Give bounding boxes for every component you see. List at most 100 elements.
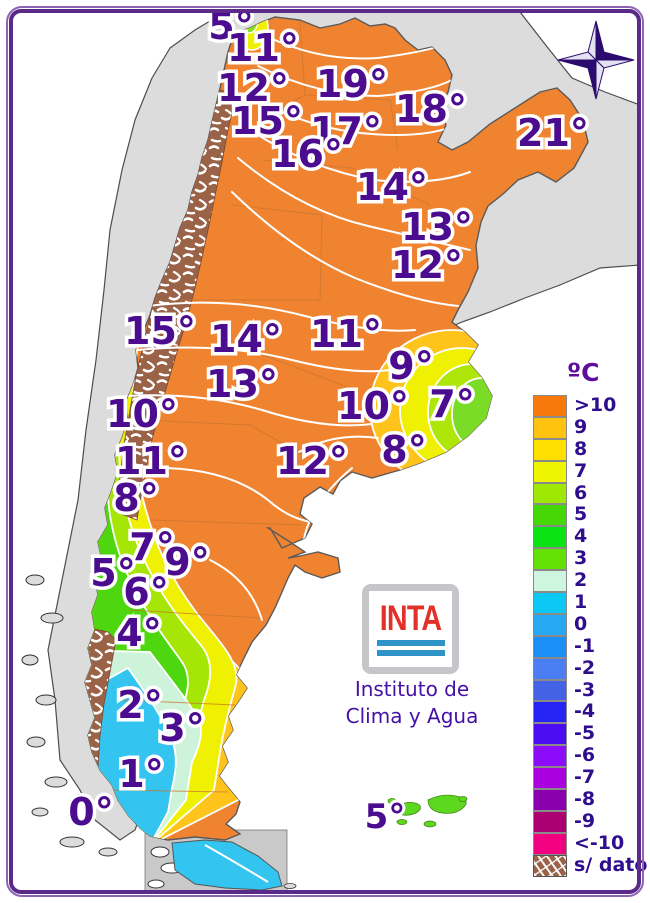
legend-swatch	[533, 810, 567, 833]
legend-row: 6	[533, 481, 647, 505]
caption-line-1: Instituto de	[354, 677, 470, 701]
temp-label: 12°	[276, 439, 348, 483]
legend-label: 4	[574, 525, 588, 548]
legend-label: >10	[574, 394, 617, 416]
legend-swatch	[533, 504, 567, 527]
caption-line-2: Clima y Agua	[345, 704, 479, 728]
temp-label: 2°	[117, 683, 162, 727]
legend-row: -4	[533, 700, 647, 724]
legend-label: -3	[574, 678, 596, 701]
legend-swatch	[533, 395, 567, 417]
temp-label: 5°	[90, 551, 135, 595]
legend-swatch	[533, 548, 567, 571]
legend-label: <-10	[574, 831, 625, 854]
legend-row: -3	[533, 678, 647, 702]
legend-label: -5	[574, 722, 596, 745]
inta-logo-inner: INTA	[369, 591, 452, 667]
legend-label: -9	[574, 809, 596, 832]
malvinas-islands	[387, 794, 468, 828]
legend-label: 9	[574, 415, 588, 438]
temp-label: 8°	[113, 476, 158, 520]
temp-label: 19°	[316, 62, 388, 106]
legend-row: -6	[533, 744, 647, 768]
temp-label: 3°	[159, 706, 204, 750]
inta-logo-stripe	[376, 650, 445, 656]
legend-label: -8	[574, 788, 596, 811]
legend-row: -2	[533, 657, 647, 680]
temp-label: 17°	[310, 109, 382, 153]
temp-label: 14°	[356, 165, 428, 209]
legend-swatch	[533, 526, 567, 549]
legend-row-no-data: s/ dato	[533, 853, 648, 877]
temp-label: 5°	[365, 797, 406, 837]
temp-label: 12°	[217, 66, 289, 110]
legend-swatch	[533, 701, 567, 724]
temp-label: 7°	[129, 525, 174, 569]
legend-row: 5	[533, 503, 647, 527]
temp-label: 11°	[310, 312, 382, 356]
legend-row: -7	[533, 766, 647, 790]
legend-label: 7	[574, 459, 588, 482]
temp-label: 11°	[227, 26, 299, 70]
legend-label: -6	[574, 744, 596, 767]
legend-swatch	[533, 723, 567, 746]
legend-label: 6	[574, 481, 588, 504]
temp-label: 12°	[391, 243, 463, 287]
legend-swatch	[533, 657, 567, 680]
legend-swatch	[533, 789, 567, 811]
legend-label: -4	[574, 700, 596, 723]
legend-swatch	[533, 613, 567, 636]
no-data-swatch	[533, 854, 567, 877]
temp-label: 1°	[118, 752, 163, 796]
legend-row: <-10	[533, 831, 647, 855]
legend-label: 3	[574, 547, 588, 570]
temp-label: 0°	[68, 790, 113, 834]
legend-row: 7	[533, 459, 647, 483]
legend-label: -7	[574, 766, 596, 789]
temp-label: 21°	[517, 111, 589, 155]
temp-label: 10°	[337, 384, 409, 428]
temp-label: 4°	[116, 611, 161, 655]
legend-label: 2	[574, 569, 588, 592]
temp-label: 11°	[115, 439, 187, 483]
institution-caption: Instituto de Clima y Agua	[322, 676, 502, 730]
legend-swatch	[533, 570, 567, 593]
legend-swatch	[533, 438, 567, 461]
legend-label: 1	[574, 591, 588, 614]
legend-row: 8	[533, 437, 647, 461]
legend-swatch	[533, 767, 567, 790]
legend-swatch	[533, 679, 567, 702]
temp-label: 15°	[231, 99, 303, 143]
temp-label: 9°	[164, 540, 209, 584]
compass-rose-icon	[557, 20, 635, 100]
legend-label: 0	[574, 612, 588, 635]
legend-row: -1	[533, 635, 647, 658]
temp-label: 9°	[388, 344, 433, 388]
temp-label: 13°	[401, 205, 473, 249]
temp-label: 18°	[395, 87, 467, 131]
inta-logo: INTA	[362, 584, 459, 674]
legend-label: s/ dato	[574, 853, 648, 876]
legend-label: 5	[574, 503, 588, 526]
temp-label: 10°	[106, 392, 178, 436]
legend-row: 1	[533, 591, 647, 614]
legend-row: -5	[533, 722, 647, 746]
temp-label: 16°	[271, 132, 343, 176]
legend-row: -8	[533, 788, 647, 811]
inta-logo-text: INTA	[379, 599, 442, 638]
temp-label: 7°	[429, 382, 474, 426]
legend-row: 9	[533, 415, 647, 439]
legend-label: 8	[574, 437, 588, 460]
legend-swatch	[533, 592, 567, 614]
legend-row: -9	[533, 809, 647, 833]
legend-title: ºC	[567, 358, 600, 387]
legend-swatch	[533, 482, 567, 505]
province-borders	[109, 21, 431, 793]
legend-row: 0	[533, 612, 647, 636]
legend-row: >10	[533, 394, 647, 417]
legend-swatch	[533, 635, 567, 658]
legend-swatch	[533, 832, 567, 855]
temperature-legend: ºC >10 9 8 7 6 5 4 3 2 1 0 -1 -2 -3 -4 -…	[533, 358, 647, 877]
temp-label: 6°	[123, 570, 168, 614]
legend-row: 3	[533, 547, 647, 571]
